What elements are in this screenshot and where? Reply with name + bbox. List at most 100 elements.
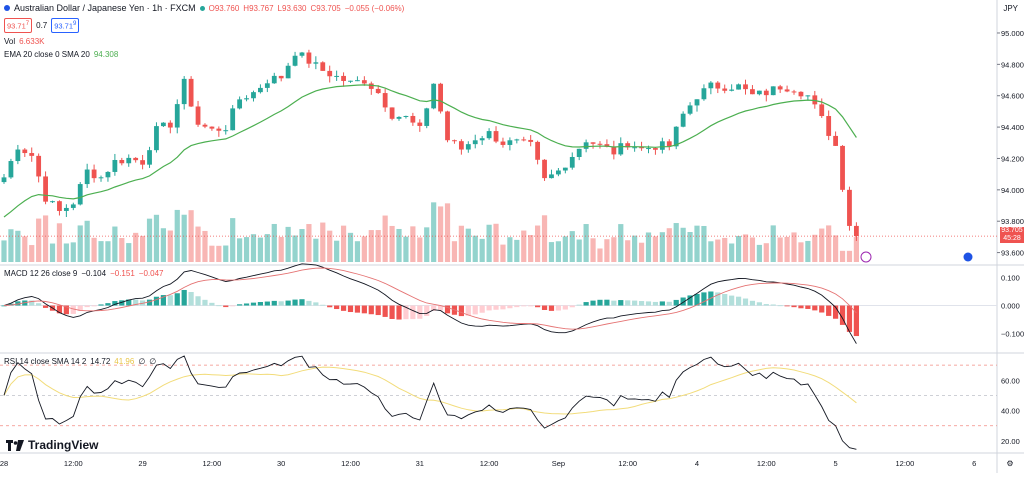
volume-bar: [611, 237, 617, 262]
time-tick-label: 12:00: [896, 459, 915, 468]
macd-histogram-bar: [756, 302, 762, 306]
macd-histogram-bar: [230, 305, 236, 307]
macd-histogram-bar: [611, 300, 617, 306]
macd-histogram-bar: [257, 302, 264, 306]
volume-legend[interactable]: Vol 6.633K: [4, 37, 44, 46]
candle-body: [105, 171, 111, 178]
macd-value-1: −0.104: [81, 269, 107, 278]
macd-histogram-bar: [29, 300, 35, 306]
candle-body: [569, 156, 575, 168]
candle-body: [486, 131, 492, 139]
price-tick-label: 94.200: [1001, 154, 1024, 163]
candle-body: [403, 115, 409, 117]
macd-legend[interactable]: MACD 12 26 close 9 −0.104 −0.151 −0.047: [4, 269, 163, 278]
macd-value-2: −0.151: [110, 269, 135, 278]
candle-body: [258, 87, 263, 93]
spread-value: 0.7: [36, 20, 48, 30]
volume-bar: [791, 232, 797, 262]
time-tick-label: 5: [834, 459, 838, 468]
macd-histogram-bar: [722, 294, 728, 306]
macd-histogram-bar: [638, 301, 645, 306]
macd-histogram-bar: [15, 301, 21, 306]
candle-body: [812, 95, 818, 105]
volume-bar: [638, 242, 645, 262]
symbol-title[interactable]: Australian Dollar / Japanese Yen · 1h · …: [14, 3, 196, 13]
volume-bar: [424, 227, 430, 262]
macd-histogram-bar: [437, 305, 444, 311]
macd-histogram-bar: [410, 305, 416, 320]
volume-bar: [146, 218, 153, 262]
volume-bar: [673, 223, 679, 262]
currency-label[interactable]: JPY: [1003, 4, 1018, 13]
countdown-tag: 45:28: [1000, 235, 1024, 243]
macd-histogram-bar: [403, 305, 409, 320]
candle-body: [424, 108, 430, 126]
candle-body: [410, 115, 416, 123]
brand-name: TradingView: [28, 438, 99, 452]
macd-histogram-bar: [299, 299, 305, 306]
volume-bar: [659, 232, 665, 262]
candle-body: [819, 104, 825, 117]
macd-histogram-bar: [250, 302, 257, 306]
candle-body: [389, 107, 395, 119]
ema-legend[interactable]: EMA 20 close 0 SMA 20 94.308: [4, 50, 118, 59]
candle-body: [452, 140, 457, 142]
macd-histogram-bar: [264, 301, 270, 306]
volume-bar: [49, 243, 56, 262]
time-tick-label: 12:00: [203, 459, 222, 468]
volume-bar: [77, 225, 83, 262]
candle-body: [805, 95, 811, 97]
volume-bar: [500, 244, 506, 262]
macd-histogram-bar: [701, 292, 707, 306]
volume-bar: [56, 223, 63, 262]
volume-bar: [223, 245, 229, 262]
candle-body: [458, 141, 464, 150]
volume-bar: [514, 239, 520, 262]
time-tick-label: 31: [416, 459, 424, 468]
macd-histogram-bar: [500, 305, 506, 310]
sell-button[interactable]: 93.717: [4, 18, 33, 33]
volume-bar: [70, 242, 76, 262]
volume-bar: [541, 215, 548, 262]
macd-histogram-bar: [680, 297, 686, 306]
tradingview-logo[interactable]: TradingView: [6, 438, 98, 452]
candle-body: [438, 83, 443, 112]
volume-bar: [451, 241, 458, 262]
volume-bar: [306, 224, 312, 262]
candle-body: [847, 189, 852, 226]
macd-histogram-bar: [320, 304, 326, 306]
volume-bar: [569, 231, 575, 262]
macd-histogram-bar: [202, 299, 208, 306]
macd-histogram-bar: [354, 305, 361, 313]
candle-body: [8, 161, 14, 178]
macd-histogram-bar: [535, 305, 541, 308]
volume-bar: [694, 225, 700, 262]
rsi-legend[interactable]: RSI 14 close SMA 14 2 14.72 41.96 ∅ ∅: [4, 357, 156, 366]
buy-button[interactable]: 93.719: [51, 18, 80, 33]
macd-histogram-bar: [133, 299, 139, 306]
macd-histogram-bar: [417, 305, 423, 319]
candle-body: [715, 82, 721, 89]
rsi-tick-label: 20.00: [1001, 437, 1020, 446]
last-price-tag: 93.705: [1000, 227, 1024, 235]
ask-price: 93.71: [54, 21, 74, 31]
volume-bar: [562, 236, 568, 262]
candle-body: [63, 207, 69, 211]
time-tick-label: 12:00: [341, 459, 360, 468]
rsi-label: RSI 14 close SMA 14 2: [4, 357, 87, 366]
macd-histogram-bar: [763, 304, 769, 306]
candle-body: [382, 93, 388, 108]
candle-body: [777, 86, 783, 90]
volume-bar: [91, 237, 97, 262]
volume-bar: [84, 220, 90, 262]
macd-histogram-bar: [541, 305, 548, 310]
macd-histogram-bar: [521, 305, 527, 307]
time-tick-label: Sep: [552, 459, 565, 468]
volume-bar: [839, 250, 846, 262]
candle-body: [673, 126, 679, 147]
volume-bar: [507, 237, 513, 262]
rsi-value-2: 41.96: [114, 357, 135, 366]
macd-histogram-bar: [590, 300, 596, 306]
